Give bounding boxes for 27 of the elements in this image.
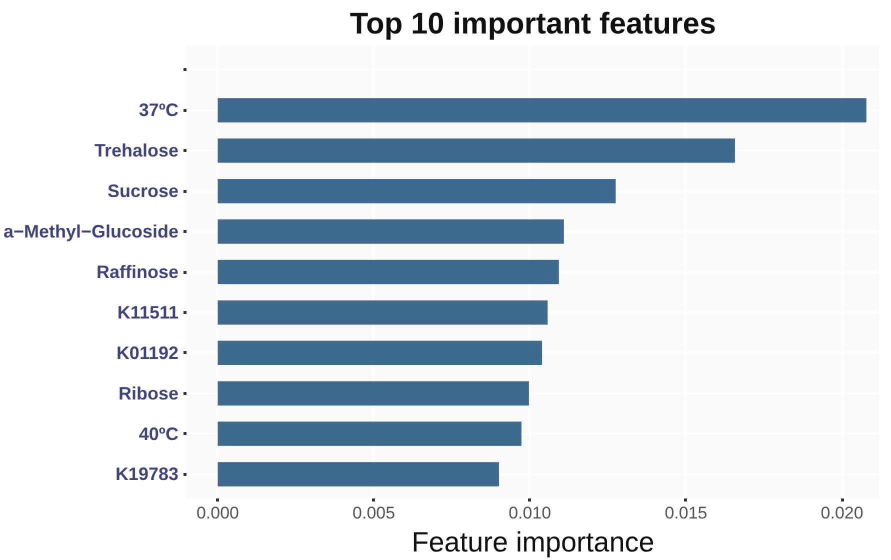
x-tick-label: 0.000: [196, 504, 239, 522]
x-tick-label: 0.020: [820, 504, 864, 522]
bar: [218, 260, 559, 284]
y-tick-label: a−Methyl−Glucoside: [3, 222, 178, 242]
bar: [218, 422, 522, 446]
y-tick-label: Sucrose: [107, 181, 179, 202]
y-tick-label: K19783: [115, 464, 179, 484]
y-tick-label: Trehalose: [94, 140, 179, 161]
bar: [218, 98, 866, 122]
bar: [218, 138, 735, 163]
y-tick-label: 40ºC: [138, 424, 179, 444]
bar: [218, 340, 542, 366]
y-tick-label: Ribose: [118, 383, 179, 404]
y-tick-label: 37ºC: [138, 100, 179, 120]
bar: [218, 178, 616, 204]
x-axis-title: Feature importance: [412, 526, 654, 558]
x-tick-label: 0.015: [664, 504, 708, 522]
x-tick-label: 0.010: [508, 504, 552, 522]
bar: [218, 300, 548, 325]
bar: [218, 381, 529, 406]
y-tick-label: K01192: [116, 342, 179, 363]
x-tick-label: 0.005: [352, 504, 396, 522]
bar: [218, 219, 564, 244]
chart-title: Top 10 important features: [350, 8, 716, 40]
y-tick-label: Raffinose: [96, 262, 179, 282]
bar: [218, 462, 499, 486]
y-tick-label: K11511: [117, 302, 179, 322]
